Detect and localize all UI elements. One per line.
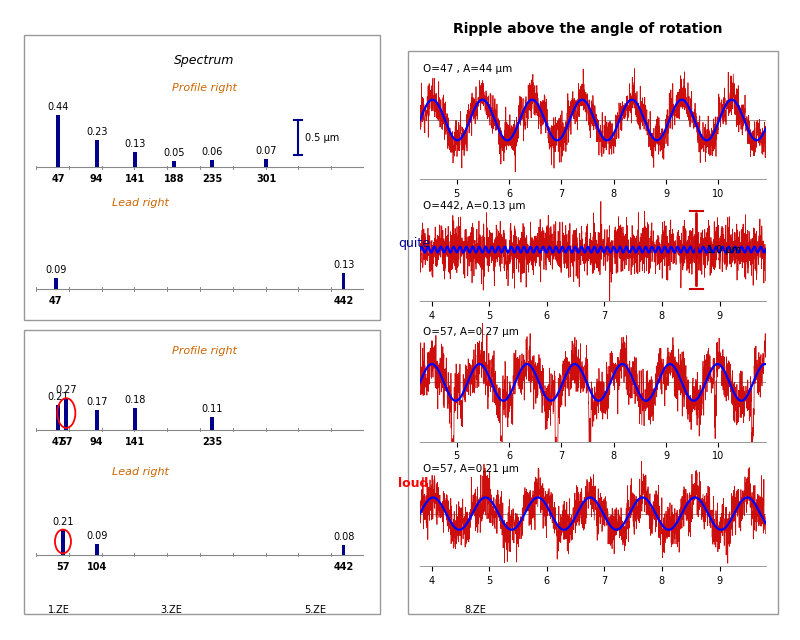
Text: 0.05: 0.05: [163, 148, 185, 159]
Text: 0.08: 0.08: [333, 532, 354, 542]
Text: 57: 57: [59, 437, 73, 447]
Text: O=47 , A=44 μm: O=47 , A=44 μm: [423, 65, 513, 74]
Text: 3.ZE: 3.ZE: [160, 605, 182, 615]
Text: 141: 141: [125, 437, 146, 447]
Text: 0.44: 0.44: [47, 102, 69, 112]
Text: 442: 442: [334, 562, 354, 572]
Text: 235: 235: [202, 437, 222, 447]
Text: 301: 301: [256, 175, 277, 184]
Text: Lead right: Lead right: [111, 467, 169, 477]
Text: 0.13: 0.13: [333, 260, 354, 271]
Text: 57: 57: [56, 562, 70, 572]
Bar: [95, 544, 99, 554]
Text: Ripple above the angle of rotation: Ripple above the angle of rotation: [454, 22, 722, 36]
Bar: [133, 152, 138, 167]
Text: 442: 442: [334, 296, 354, 306]
Text: 0.27: 0.27: [55, 385, 77, 395]
Bar: [264, 159, 269, 167]
Text: 47: 47: [51, 175, 65, 184]
Bar: [342, 545, 346, 554]
Text: 0.07: 0.07: [256, 146, 277, 156]
Bar: [56, 115, 60, 167]
Bar: [210, 417, 214, 429]
Text: 0.21: 0.21: [47, 392, 69, 402]
Text: loud: loud: [398, 477, 429, 490]
Text: Profile right: Profile right: [171, 346, 237, 356]
Text: 94: 94: [90, 175, 103, 184]
Text: 0.17: 0.17: [86, 397, 107, 406]
Text: 47: 47: [51, 437, 65, 447]
Text: 235: 235: [202, 175, 222, 184]
Text: 1.0 μm: 1.0 μm: [707, 244, 741, 255]
Text: Profile right: Profile right: [171, 83, 237, 93]
Text: 104: 104: [87, 562, 107, 572]
Text: 0.06: 0.06: [202, 147, 223, 157]
Bar: [210, 160, 214, 167]
Text: 0.5 μm: 0.5 μm: [305, 132, 339, 143]
Bar: [54, 278, 58, 289]
Text: 5.ZE: 5.ZE: [304, 605, 326, 615]
Text: 47: 47: [49, 296, 62, 306]
Text: 0.18: 0.18: [125, 396, 146, 405]
Bar: [94, 140, 98, 167]
Text: 0.09: 0.09: [86, 531, 108, 541]
Text: 188: 188: [163, 175, 184, 184]
Text: 8.ZE: 8.ZE: [464, 605, 486, 615]
Text: Spectrum: Spectrum: [174, 54, 234, 67]
Text: 0.09: 0.09: [45, 265, 66, 275]
Text: O=57, A=0.27 μm: O=57, A=0.27 μm: [423, 327, 519, 337]
Text: O=57, A=0.21 μm: O=57, A=0.21 μm: [423, 464, 519, 474]
Bar: [56, 404, 60, 429]
Text: 0.13: 0.13: [125, 139, 146, 149]
Bar: [172, 161, 176, 167]
Text: Lead right: Lead right: [111, 198, 169, 209]
Bar: [94, 410, 98, 429]
Text: 141: 141: [125, 175, 146, 184]
Text: 0.23: 0.23: [86, 127, 107, 137]
Text: 0.11: 0.11: [202, 404, 223, 413]
Bar: [64, 397, 68, 429]
Bar: [61, 529, 65, 554]
Text: quite: quite: [398, 237, 430, 250]
Text: O=442, A=0.13 μm: O=442, A=0.13 μm: [423, 202, 526, 211]
Bar: [342, 273, 346, 289]
Bar: [133, 408, 138, 429]
Text: 0.21: 0.21: [52, 516, 74, 527]
Text: 94: 94: [90, 437, 103, 447]
Text: 1.ZE: 1.ZE: [48, 605, 70, 615]
